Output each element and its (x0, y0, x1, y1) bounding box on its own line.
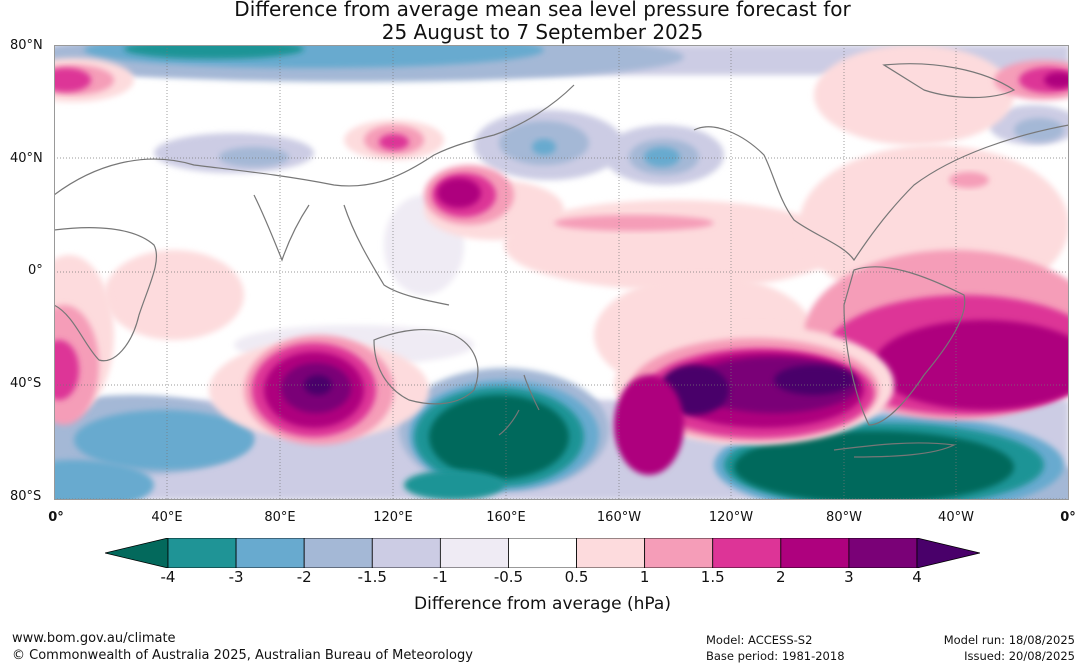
colorbar (105, 538, 980, 568)
colorbar-segment (303, 538, 373, 568)
lon-label-0-west: 0° (48, 510, 64, 525)
lon-label-80w: 80°W (826, 510, 862, 525)
colorbar-segment (167, 538, 237, 568)
coastline-south-america (843, 266, 966, 426)
title-line-2: 25 August to 7 September 2025 (381, 20, 704, 44)
negative-anomaly-regions (54, 45, 1069, 500)
footer-base-period: Base period: 1981-2018 (706, 649, 845, 663)
lat-label-80n: 80°N (10, 38, 43, 53)
coastline-se-asia (343, 204, 450, 306)
colorbar-segment (235, 538, 305, 568)
colorbar-segment (439, 538, 509, 568)
lon-label-40e: 40°E (151, 510, 183, 525)
colorbar-tick-label: 0.5 (564, 568, 589, 586)
colorbar-segment (576, 538, 646, 568)
colorbar-segment (712, 538, 782, 568)
colorbar-extend-high (916, 538, 980, 568)
map-frame (54, 45, 1069, 500)
lon-label-80e: 80°E (264, 510, 296, 525)
coastline-europe-asia (54, 84, 575, 196)
lat-label-equator: 0° (28, 263, 43, 278)
colorbar-tick-label: 2 (776, 568, 786, 586)
chart-title: Difference from average mean sea level p… (0, 0, 1085, 44)
coastline-new-zealand (498, 374, 540, 436)
coastlines (54, 63, 1069, 458)
coastline-antarctica (833, 442, 957, 458)
footer-model-run: Model run: 18/08/2025 (943, 633, 1075, 647)
pressure-anomaly-map (54, 45, 1069, 500)
lat-label-40s: 40°S (10, 376, 42, 391)
lon-label-120e: 120°E (373, 510, 413, 525)
coastline-africa (54, 227, 158, 362)
lon-label-40w: 40°W (938, 510, 974, 525)
colorbar-tick-label: 1.5 (700, 568, 725, 586)
title-line-1: Difference from average mean sea level p… (234, 0, 851, 21)
colorbar-segment (508, 538, 577, 568)
lon-label-0-east: 0° (1060, 510, 1076, 525)
colorbar-segment (848, 538, 918, 568)
lon-label-160w: 160°W (596, 510, 642, 525)
footer-issued: Issued: 20/08/2025 (964, 649, 1075, 663)
colorbar-segment (780, 538, 850, 568)
coastline-australia (373, 328, 479, 405)
colorbar-tick-label: 3 (844, 568, 854, 586)
colorbar-tick-label: 1 (639, 568, 650, 586)
footer-model: Model: ACCESS-S2 (706, 633, 813, 647)
coastline-india (253, 194, 310, 262)
lon-label-120w: 120°W (708, 510, 754, 525)
colorbar-tick-label: -0.5 (493, 568, 524, 586)
footer-website[interactable]: www.bom.gov.au/climate (12, 631, 176, 646)
lon-label-160e: 160°E (486, 510, 526, 525)
coastline-north-america (693, 124, 1069, 262)
colorbar-tick-label: -1 (432, 568, 448, 586)
footer-copyright: © Commonwealth of Australia 2025, Austra… (12, 648, 473, 663)
lat-label-80s: 80°S (10, 489, 42, 504)
colorbar-tick-label: -2 (296, 568, 312, 586)
coastline-greenland (882, 63, 1016, 99)
colorbar-segment (644, 538, 714, 568)
colorbar-tick-label: -1.5 (357, 568, 387, 586)
lat-label-40n: 40°N (10, 151, 43, 166)
colorbar-tick-label: 4 (912, 568, 922, 586)
colorbar-tick-label: -3 (228, 568, 244, 586)
colorbar-extend-low (105, 538, 169, 568)
colorbar-segment (371, 538, 441, 568)
colorbar-title: Difference from average (hPa) (414, 594, 671, 614)
colorbar-tick-label: -4 (160, 568, 176, 586)
